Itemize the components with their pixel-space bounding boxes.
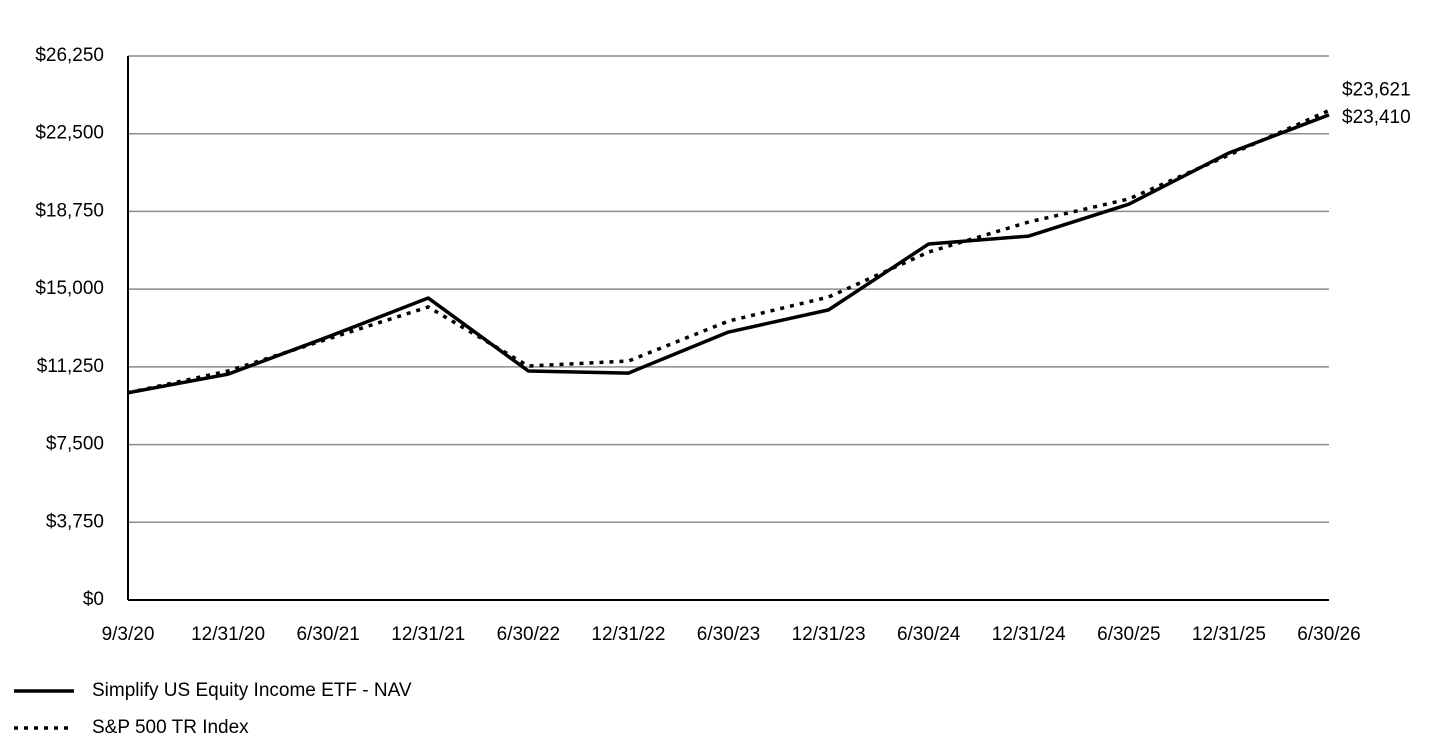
y-tick-label: $18,750 [35,200,104,221]
x-tick-label: 6/30/21 [296,624,359,645]
value-label: $23,410 [1342,107,1411,128]
x-tick-label: 6/30/26 [1297,624,1360,645]
y-tick-label: $26,250 [35,45,104,66]
y-tick-label: $3,750 [46,511,104,532]
x-tick-label: 6/30/23 [697,624,760,645]
x-tick-label: 12/31/23 [792,624,866,645]
y-tick-label: $7,500 [46,434,104,455]
y-tick-label: $0 [83,589,104,610]
legend-label: S&P 500 TR Index [92,717,249,738]
x-tick-label: 9/3/20 [102,624,155,645]
x-tick-label: 12/31/20 [191,624,265,645]
y-tick-label: $15,000 [35,278,104,299]
x-tick-label: 12/31/21 [391,624,465,645]
y-tick-label: $22,500 [35,123,104,144]
x-tick-label: 12/31/22 [591,624,665,645]
x-tick-label: 12/31/24 [992,624,1066,645]
series-line [127,113,1330,395]
legend-label: Simplify US Equity Income ETF - NAV [92,680,412,701]
y-tick-label: $11,250 [37,356,104,377]
x-tick-label: 12/31/25 [1192,624,1266,645]
series-line [127,108,1330,395]
x-tick-label: 6/30/25 [1097,624,1160,645]
x-tick-label: 6/30/22 [497,624,560,645]
value-label: $23,621 [1342,79,1411,100]
x-tick-label: 6/30/24 [897,624,961,645]
